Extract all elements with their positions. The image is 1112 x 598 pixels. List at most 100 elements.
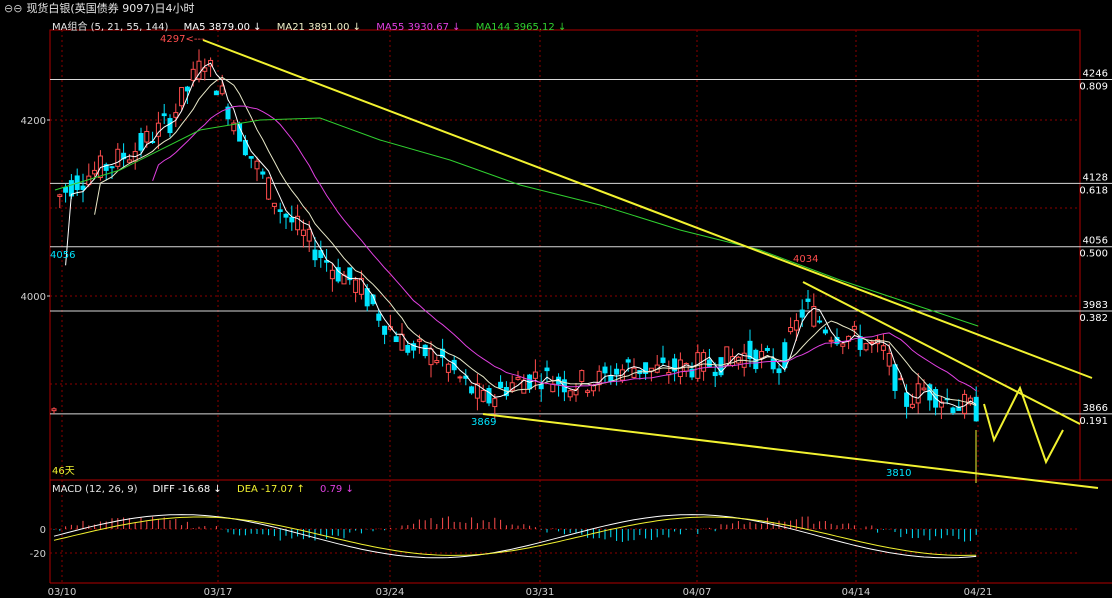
candle-body: [248, 156, 254, 159]
candle-body: [822, 329, 828, 334]
candle-body: [277, 209, 283, 212]
dea-legend: DEA -17.07 ↑: [237, 484, 305, 495]
ma5-line: [65, 62, 977, 409]
inner-trend-line: [802, 281, 1081, 425]
macd-legend-name[interactable]: MACD (12, 26, 9): [52, 484, 138, 495]
candle-body: [161, 113, 167, 117]
x-tick-label: 03/10: [48, 587, 77, 598]
candle-body: [915, 383, 921, 404]
candle-body: [335, 267, 341, 282]
candle-body: [63, 187, 69, 193]
candle-body: [440, 348, 446, 358]
ma55-legend: MA55 3930.67 ↓: [376, 22, 461, 33]
ma144-legend: MA144 3965.12 ↓: [475, 22, 567, 33]
fib-ratio-label: 0.382: [1079, 313, 1108, 324]
diff-line: [53, 514, 977, 559]
candle-body: [805, 298, 811, 302]
ma21-legend: MA21 3891.00 ↓: [276, 22, 362, 33]
candle-body: [422, 344, 428, 357]
candle-body: [851, 325, 857, 330]
fib-price-label: 4056: [1083, 236, 1108, 247]
candle-body: [202, 67, 208, 72]
chart-title: 现货白银(英国债券 9097)日4小时: [26, 2, 195, 15]
candle-body: [614, 368, 620, 375]
x-tick-label: 03/24: [376, 587, 405, 598]
fib-ratio-label: 0.809: [1079, 82, 1108, 93]
candle-body: [788, 326, 794, 333]
candle-body: [706, 359, 712, 367]
candle-body: [718, 357, 724, 376]
candle-body: [80, 185, 86, 190]
candle-body: [909, 403, 915, 408]
macd-tick-label: -20: [30, 549, 46, 560]
candle-body: [532, 371, 538, 379]
x-tick-label: 04/21: [964, 587, 993, 598]
candle-body: [840, 343, 846, 347]
candle-body: [306, 228, 312, 242]
peak-annotation: 4034: [793, 254, 818, 265]
candle-body: [283, 213, 289, 218]
ma21-line: [94, 76, 977, 407]
candle-body: [660, 357, 666, 363]
candle-body: [445, 363, 451, 373]
candle-body: [886, 352, 892, 367]
candle-body: [869, 341, 875, 344]
candle-body: [486, 388, 492, 404]
candle-body: [115, 148, 121, 167]
fib-ratio-label: 0.618: [1079, 185, 1108, 196]
candle-body: [451, 359, 457, 371]
chart-title-bar: ⊖⊖ 现货白银(英国债券 9097)日4小时: [0, 0, 195, 18]
candle-body: [295, 215, 301, 231]
candle-body: [585, 390, 591, 393]
candle-body: [498, 381, 504, 389]
upper-trend-line: [202, 39, 1093, 379]
candle-body: [782, 342, 788, 369]
fib-ratio-label: 0.500: [1079, 249, 1108, 260]
low1-annotation: 3869: [471, 417, 496, 428]
candle-body: [492, 398, 498, 408]
candle-body: [904, 392, 910, 407]
left-price-annotation: 4056: [50, 250, 75, 261]
candle-body: [799, 309, 805, 318]
candle-body: [643, 362, 649, 374]
diff-legend: DIFF -16.68 ↓: [152, 484, 222, 495]
candle-body: [260, 171, 266, 175]
ma55-line: [152, 105, 977, 392]
candle-body: [863, 343, 869, 351]
candle-body: [550, 383, 556, 393]
candle-body: [405, 345, 411, 353]
link-icon[interactable]: ⊖⊖: [4, 2, 23, 15]
candle-body: [428, 348, 434, 366]
candle-body: [382, 325, 388, 335]
candle-body: [190, 68, 196, 81]
x-tick-label: 03/17: [204, 587, 233, 598]
ma144-line: [54, 117, 979, 327]
candle-body: [817, 320, 823, 323]
candle-body: [811, 306, 817, 327]
ma5-legend: MA5 3879.00 ↓: [183, 22, 262, 33]
candle-body: [828, 339, 834, 342]
candle-body: [579, 370, 585, 383]
candle-body: [138, 133, 144, 151]
candle-body: [126, 159, 132, 163]
candle-body: [364, 288, 370, 307]
candle-body: [103, 164, 109, 171]
fib-price-label: 3983: [1083, 300, 1108, 311]
candle-body: [544, 367, 550, 372]
candle-body: [219, 85, 225, 95]
candle-body: [51, 408, 57, 412]
candle-body: [254, 160, 260, 170]
x-tick-label: 04/07: [683, 587, 712, 598]
macd-legend: MACD (12, 26, 9) DIFF -16.68 ↓ DEA -17.0…: [52, 484, 366, 495]
candle-body: [353, 279, 359, 293]
ma-legend-name[interactable]: MA组合 (5, 21, 55, 144): [52, 22, 169, 33]
candle-body: [434, 360, 440, 364]
fib-ratio-label: 0.191: [1079, 416, 1108, 427]
fib-price-label: 3866: [1083, 403, 1108, 414]
candle-body: [179, 87, 185, 107]
candle-body: [173, 112, 179, 118]
candle-body: [231, 122, 237, 132]
macd-tick-label: 0: [40, 525, 46, 536]
